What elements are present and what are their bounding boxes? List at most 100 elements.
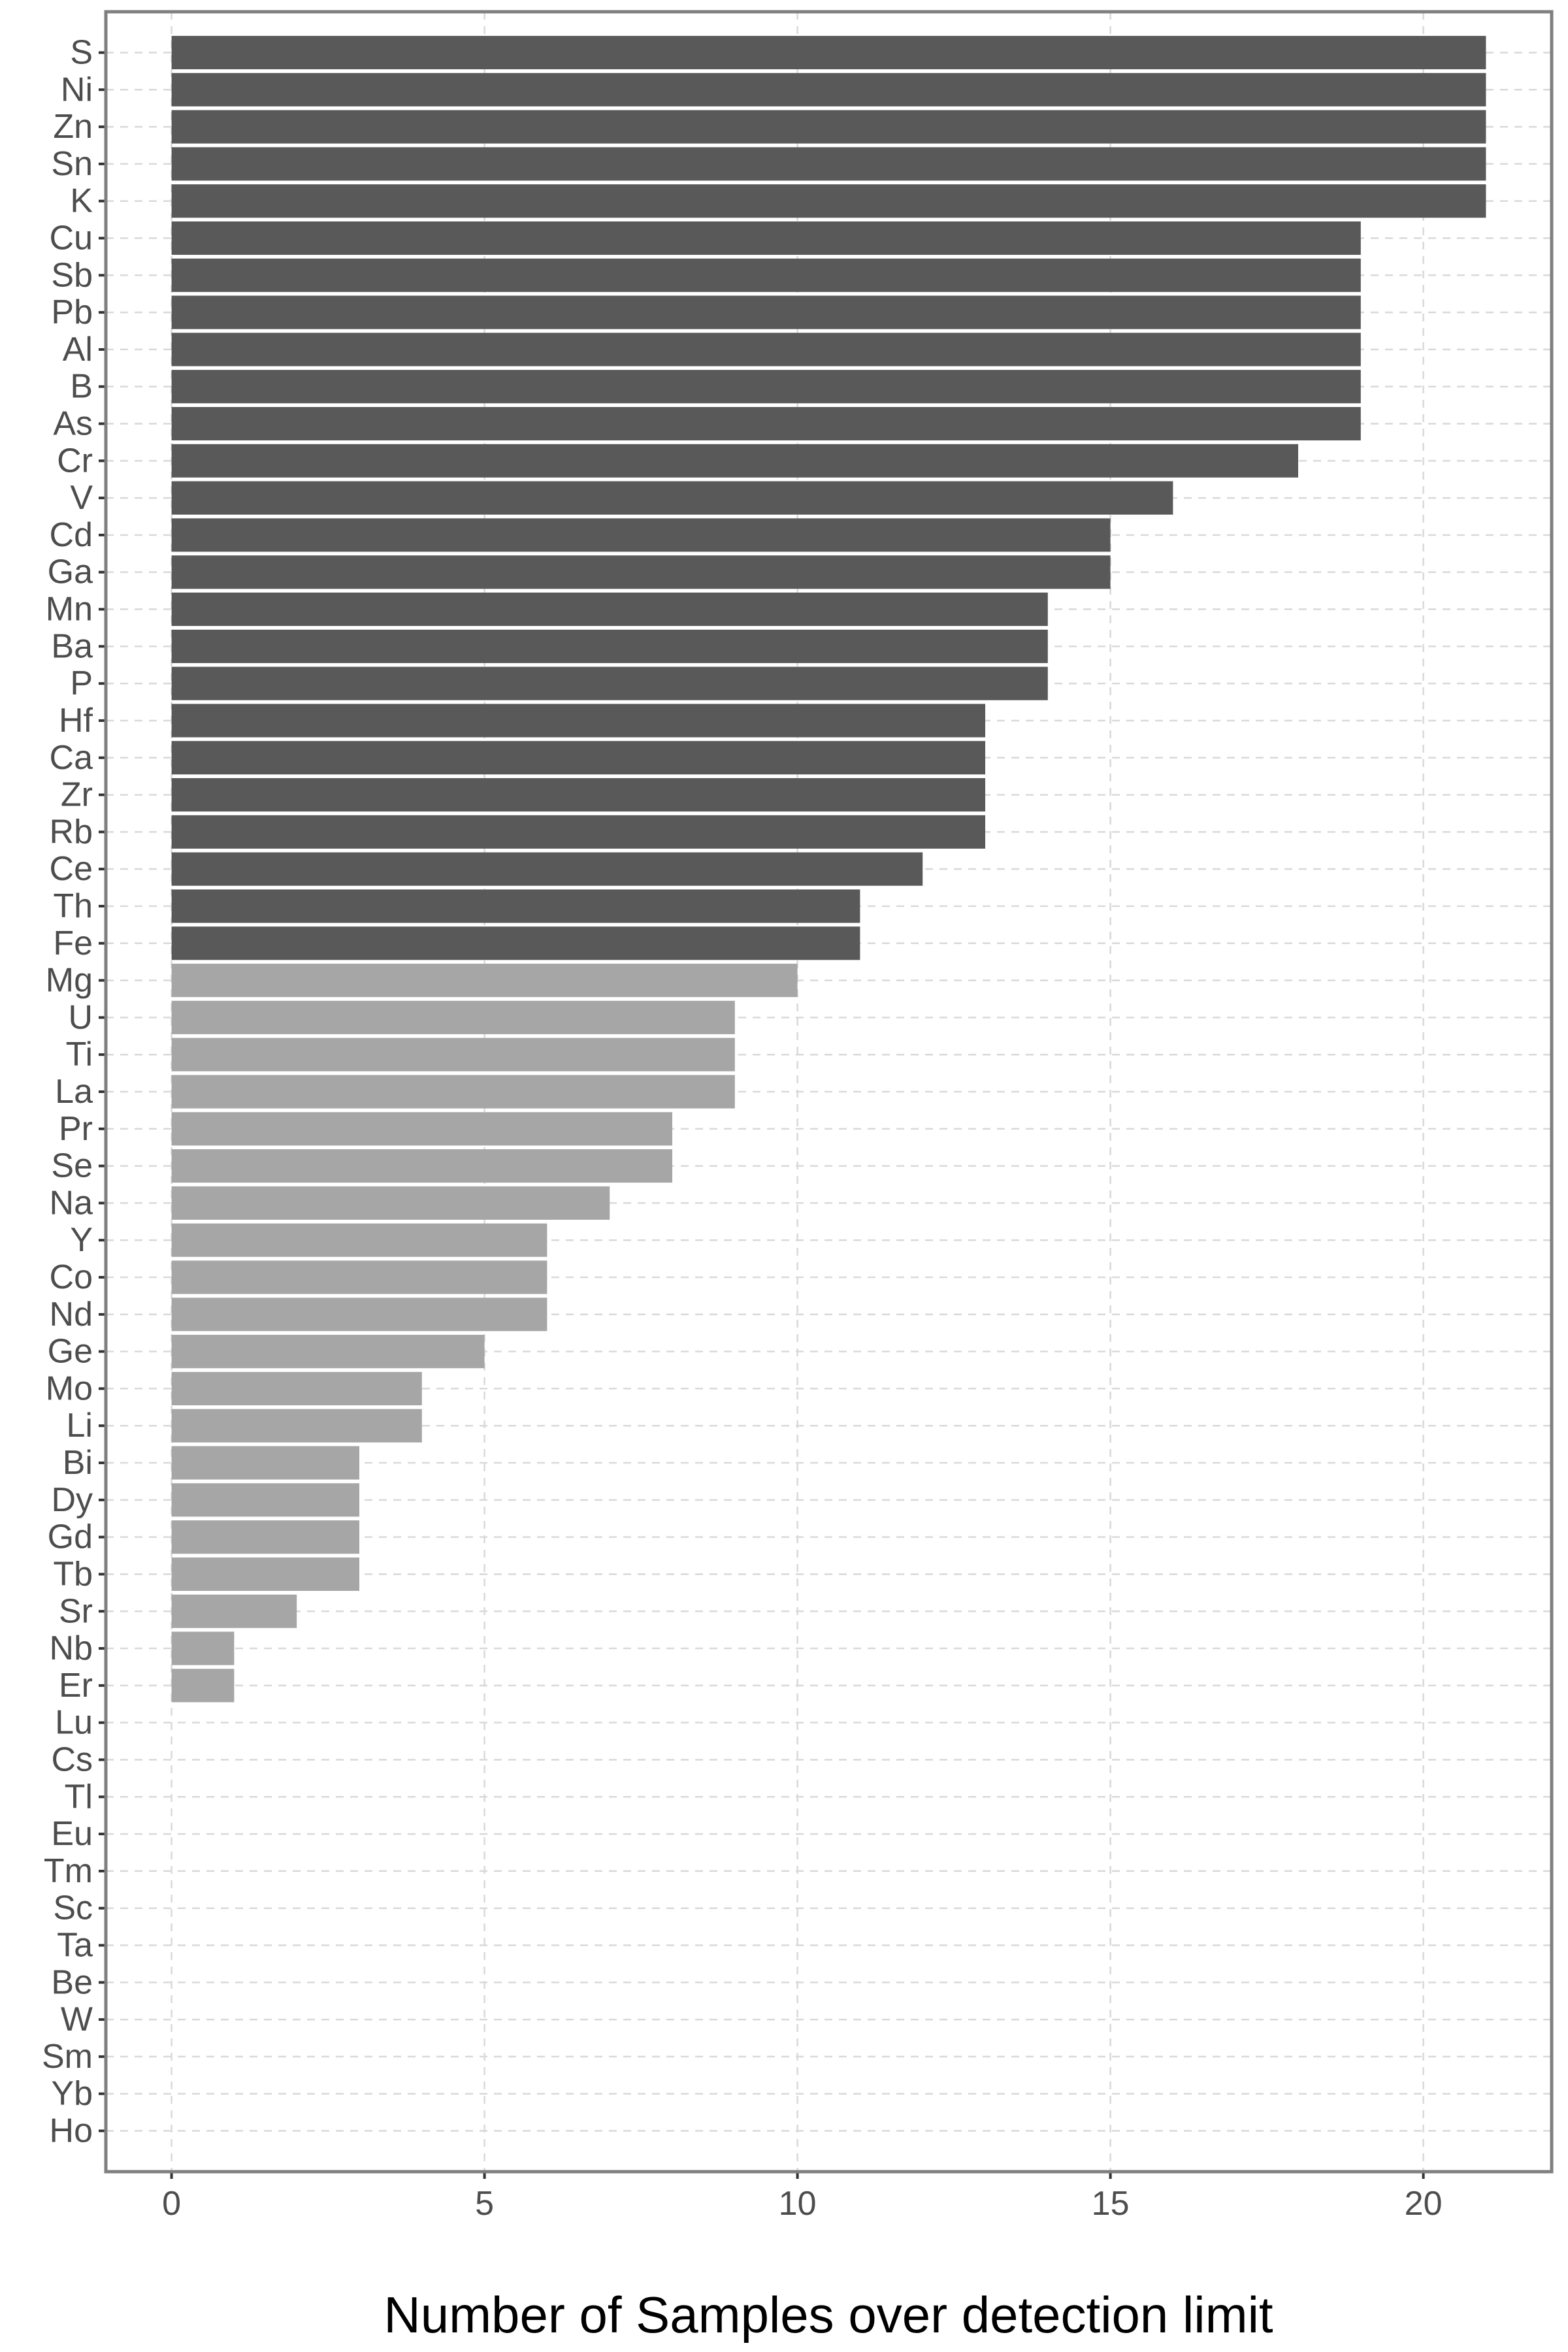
bar-Ti [171,1037,735,1071]
y-tick-label: Nd [50,1296,93,1333]
bar-B [171,370,1361,404]
y-tick-label: Ca [50,739,93,777]
y-tick-label: Y [70,1221,93,1259]
x-axis: 0 5 10 15 20 [162,2172,1443,2223]
bar-Sn [171,147,1486,181]
y-tick-label: Ga [48,553,93,591]
plot-border [104,10,1554,2174]
bar-Gd [171,1520,359,1554]
y-tick-label: P [70,664,93,702]
bar-Cu [171,221,1361,255]
x-tick-label: 10 [779,2185,817,2223]
y-tick-label: Cr [57,442,93,480]
y-tick-label: Ni [61,71,93,108]
bar-Rb [171,815,986,849]
y-tick-label: Se [51,1147,93,1185]
bar-Cr [171,444,1299,478]
y-tick-label: Th [53,887,93,925]
y-tick-label: Mn [46,591,93,629]
bar-Pr [171,1112,672,1146]
y-tick-label: Li [67,1407,93,1445]
y-tick-label: Ho [50,2112,93,2150]
y-tick-label: Al [63,331,93,368]
y-tick-label: Be [51,1963,93,2001]
y-tick-label: Sr [59,1592,93,1630]
y-tick-label: Ba [51,627,93,665]
y-tick-label: S [70,33,93,71]
y-tick-label: Gd [48,1518,93,1556]
bar-Se [171,1149,672,1183]
bar-Ge [171,1335,485,1369]
y-tick-label: K [70,182,93,220]
bar-Nd [171,1298,547,1331]
bar-U [171,1000,735,1034]
y-tick-label: Lu [55,1704,93,1742]
y-tick-label: W [61,2001,93,2038]
bar-Ca [171,741,986,775]
bar-Cd [171,518,1111,552]
x-tick-label: 0 [162,2185,181,2223]
y-tick-label: Tm [44,1852,93,1890]
y-tick-label: Cs [51,1740,93,1778]
bar-Ni [171,73,1486,106]
y-tick-label: Mg [46,962,93,1000]
y-axis: SNiZnSnKCuSbPbAlBAsCrVCdGaMnBaPHfCaZrRbC… [42,33,106,2150]
bar-Dy [171,1483,359,1517]
y-tick-label: Ge [48,1333,93,1371]
bar-Ce [171,852,923,886]
y-tick-label: Tb [53,1555,93,1593]
bar-Ba [171,629,1048,663]
y-tick-label: Cd [50,516,93,554]
y-tick-label: Sb [51,256,93,294]
y-tick-label: Fe [53,924,93,962]
y-tick-label: Sc [53,1889,93,1927]
bar-Pb [171,295,1361,329]
bar-K [171,184,1486,218]
y-tick-label: Eu [51,1815,93,1853]
bar-Nb [171,1631,235,1665]
bar-Sb [171,258,1361,292]
bar-Zn [171,110,1486,144]
y-tick-label: Co [50,1258,93,1296]
bars [171,35,1486,1703]
bar-Fe [171,926,860,960]
bar-Ga [171,555,1111,589]
bar-Al [171,333,1361,367]
y-tick-label: U [68,998,93,1036]
y-tick-label: Pb [51,293,93,331]
bar-Sr [171,1594,297,1628]
y-tick-label: Dy [51,1481,93,1519]
bar-Mg [171,964,798,998]
bar-Li [171,1409,422,1443]
bar-La [171,1075,735,1109]
y-tick-label: As [53,405,93,443]
y-tick-label: Rb [50,813,93,851]
x-tick-label: 5 [475,2185,494,2223]
y-tick-label: Na [50,1184,93,1222]
bar-Th [171,889,860,923]
y-tick-label: Er [59,1667,93,1705]
x-tick-label: 20 [1405,2185,1443,2223]
y-tick-label: B [70,368,93,406]
bar-Bi [171,1446,359,1480]
y-tick-label: Ce [50,850,93,888]
bar-Mo [171,1371,422,1405]
bar-Tb [171,1557,359,1592]
bar-P [171,666,1048,700]
bar-Zr [171,778,986,812]
bar-Y [171,1223,547,1257]
y-tick-label: Tl [65,1778,93,1816]
y-tick-label: Ta [57,1926,93,1964]
bar-Hf [171,704,986,738]
y-tick-label: Pr [59,1110,93,1148]
x-tick-label: 15 [1092,2185,1130,2223]
bar-As [171,406,1361,441]
x-axis-title: Number of Samples over detection limit [384,2286,1273,2344]
bar-V [171,481,1173,515]
y-tick-label: Mo [46,1369,93,1407]
y-tick-label: Zr [61,776,93,814]
y-tick-label: Sn [51,145,93,183]
y-tick-label: Hf [59,702,93,740]
bar-Co [171,1260,547,1294]
